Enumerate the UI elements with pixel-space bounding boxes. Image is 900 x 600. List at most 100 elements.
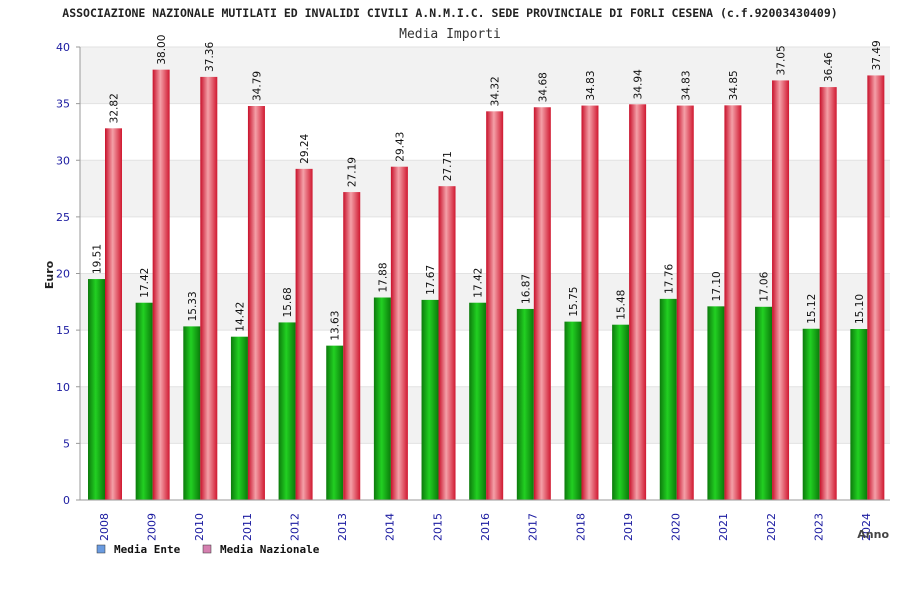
x-tick-label: 2021 xyxy=(717,513,730,541)
legend: Media Ente Media Nazionale xyxy=(96,543,320,556)
x-tick-label: 2008 xyxy=(98,513,111,541)
x-axis-label: Anno xyxy=(857,528,889,541)
data-label: 29.43 xyxy=(394,132,406,162)
x-tick-label: 2024 xyxy=(860,513,873,541)
bar-media-nazionale-2020 xyxy=(676,105,694,501)
data-label: 34.83 xyxy=(680,70,692,100)
bar-media-nazionale-2017 xyxy=(533,107,551,501)
bar-media-nazionale-2009 xyxy=(152,69,170,501)
bar-media-nazionale-2022 xyxy=(772,80,790,500)
data-label: 15.68 xyxy=(282,287,294,317)
data-label: 17.42 xyxy=(139,268,151,298)
x-tick-label: 2016 xyxy=(479,513,492,541)
chart-subtitle: Media Importi xyxy=(399,27,501,42)
x-tick-label: 2015 xyxy=(431,513,444,541)
data-label: 37.36 xyxy=(204,42,216,72)
bar-media-nazionale-2008 xyxy=(105,128,122,500)
chart-title: ASSOCIAZIONE NAZIONALE MUTILATI ED INVAL… xyxy=(62,6,837,20)
x-tick-label: 2010 xyxy=(193,513,206,541)
x-tick-label: 2020 xyxy=(670,513,683,541)
bar-media-ente-2022 xyxy=(755,306,773,500)
data-label: 37.05 xyxy=(776,45,788,75)
data-label: 13.63 xyxy=(330,311,342,341)
bar-media-ente-2010 xyxy=(183,326,201,500)
data-label: 15.33 xyxy=(187,291,199,321)
bar-media-ente-2019 xyxy=(612,324,630,500)
bar-media-ente-2020 xyxy=(659,298,677,500)
bar-media-nazionale-2021 xyxy=(724,105,742,500)
x-tick-label: 2018 xyxy=(574,513,587,541)
bar-media-ente-2012 xyxy=(278,322,296,500)
bar-media-nazionale-2014 xyxy=(390,166,408,500)
x-axis-ticks: 2008 2009 2010 2011 2012 2013 2014 2015 2016 2017… xyxy=(98,513,873,541)
legend-label-media-nazionale: Media Nazionale xyxy=(220,543,320,556)
bars xyxy=(88,69,885,501)
data-label: 38.00 xyxy=(156,35,168,65)
bar-media-nazionale-2013 xyxy=(343,192,361,501)
x-tick-label: 2014 xyxy=(384,513,397,541)
y-axis-ticks: 0 5 10 15 20 25 30 35 40 xyxy=(56,41,80,507)
y-tick-label: 25 xyxy=(56,211,70,224)
data-label: 36.46 xyxy=(823,52,835,82)
data-label: 34.68 xyxy=(537,72,549,102)
bar-media-nazionale-2018 xyxy=(581,105,599,501)
data-label: 27.19 xyxy=(347,157,359,187)
data-label: 34.32 xyxy=(490,76,502,106)
data-label: 17.06 xyxy=(759,271,771,301)
bar-media-ente-2017 xyxy=(516,308,534,500)
bar-media-ente-2011 xyxy=(230,336,248,500)
bar-media-ente-2023 xyxy=(802,328,820,500)
bar-media-ente-2024 xyxy=(850,328,868,500)
x-tick-label: 2017 xyxy=(527,513,540,541)
x-tick-label: 2022 xyxy=(765,513,778,541)
data-label: 34.83 xyxy=(585,70,597,100)
data-label: 29.24 xyxy=(299,133,311,163)
y-tick-label: 10 xyxy=(56,381,70,394)
bar-media-nazionale-2024 xyxy=(867,75,885,500)
data-label: 37.49 xyxy=(871,40,883,70)
legend-swatch-media-nazionale xyxy=(202,544,212,554)
bar-media-ente-2015 xyxy=(421,299,439,500)
bar-media-nazionale-2012 xyxy=(295,168,313,500)
data-label: 15.12 xyxy=(806,294,818,324)
data-label: 15.48 xyxy=(616,290,628,320)
data-label: 17.42 xyxy=(473,268,485,298)
x-tick-label: 2013 xyxy=(336,513,349,541)
y-tick-label: 15 xyxy=(56,324,70,337)
legend-label-media-ente: Media Ente xyxy=(114,543,181,556)
bar-media-ente-2016 xyxy=(469,302,487,500)
data-label: 16.87 xyxy=(520,274,532,304)
bar-media-nazionale-2019 xyxy=(629,104,647,500)
y-tick-label: 40 xyxy=(56,41,70,54)
data-label: 27.71 xyxy=(442,151,454,181)
y-tick-label: 20 xyxy=(56,268,70,281)
data-label: 17.88 xyxy=(377,262,389,292)
bar-media-nazionale-2016 xyxy=(486,111,504,501)
bar-media-ente-2021 xyxy=(707,306,725,500)
data-label: 17.76 xyxy=(663,263,675,293)
bar-media-ente-2018 xyxy=(564,321,582,500)
data-label: 15.75 xyxy=(568,287,580,317)
x-tick-label: 2012 xyxy=(288,513,301,541)
x-tick-label: 2009 xyxy=(145,513,158,541)
bar-media-nazionale-2010 xyxy=(200,76,218,500)
y-tick-label: 35 xyxy=(56,98,70,111)
bar-media-ente-2009 xyxy=(135,302,153,500)
bar-media-ente-2014 xyxy=(373,297,391,500)
data-label: 14.42 xyxy=(234,302,246,332)
data-labels: 19.51 32.82 17.42 38.00 15.33 37.36 14.42 34.79… xyxy=(92,35,883,341)
y-axis-label: Euro xyxy=(43,260,56,289)
data-label: 34.94 xyxy=(633,69,645,99)
y-tick-label: 0 xyxy=(63,494,70,507)
legend-swatch-media-ente xyxy=(96,544,106,554)
data-label: 17.67 xyxy=(425,265,437,295)
bar-media-nazionale-2011 xyxy=(247,106,265,501)
data-label: 17.10 xyxy=(711,271,723,301)
data-label: 34.79 xyxy=(251,71,263,101)
y-tick-label: 5 xyxy=(63,437,70,450)
data-label: 15.10 xyxy=(854,294,866,324)
bar-media-ente-2013 xyxy=(326,345,344,500)
data-label: 19.51 xyxy=(92,244,104,274)
y-tick-label: 30 xyxy=(56,154,70,167)
